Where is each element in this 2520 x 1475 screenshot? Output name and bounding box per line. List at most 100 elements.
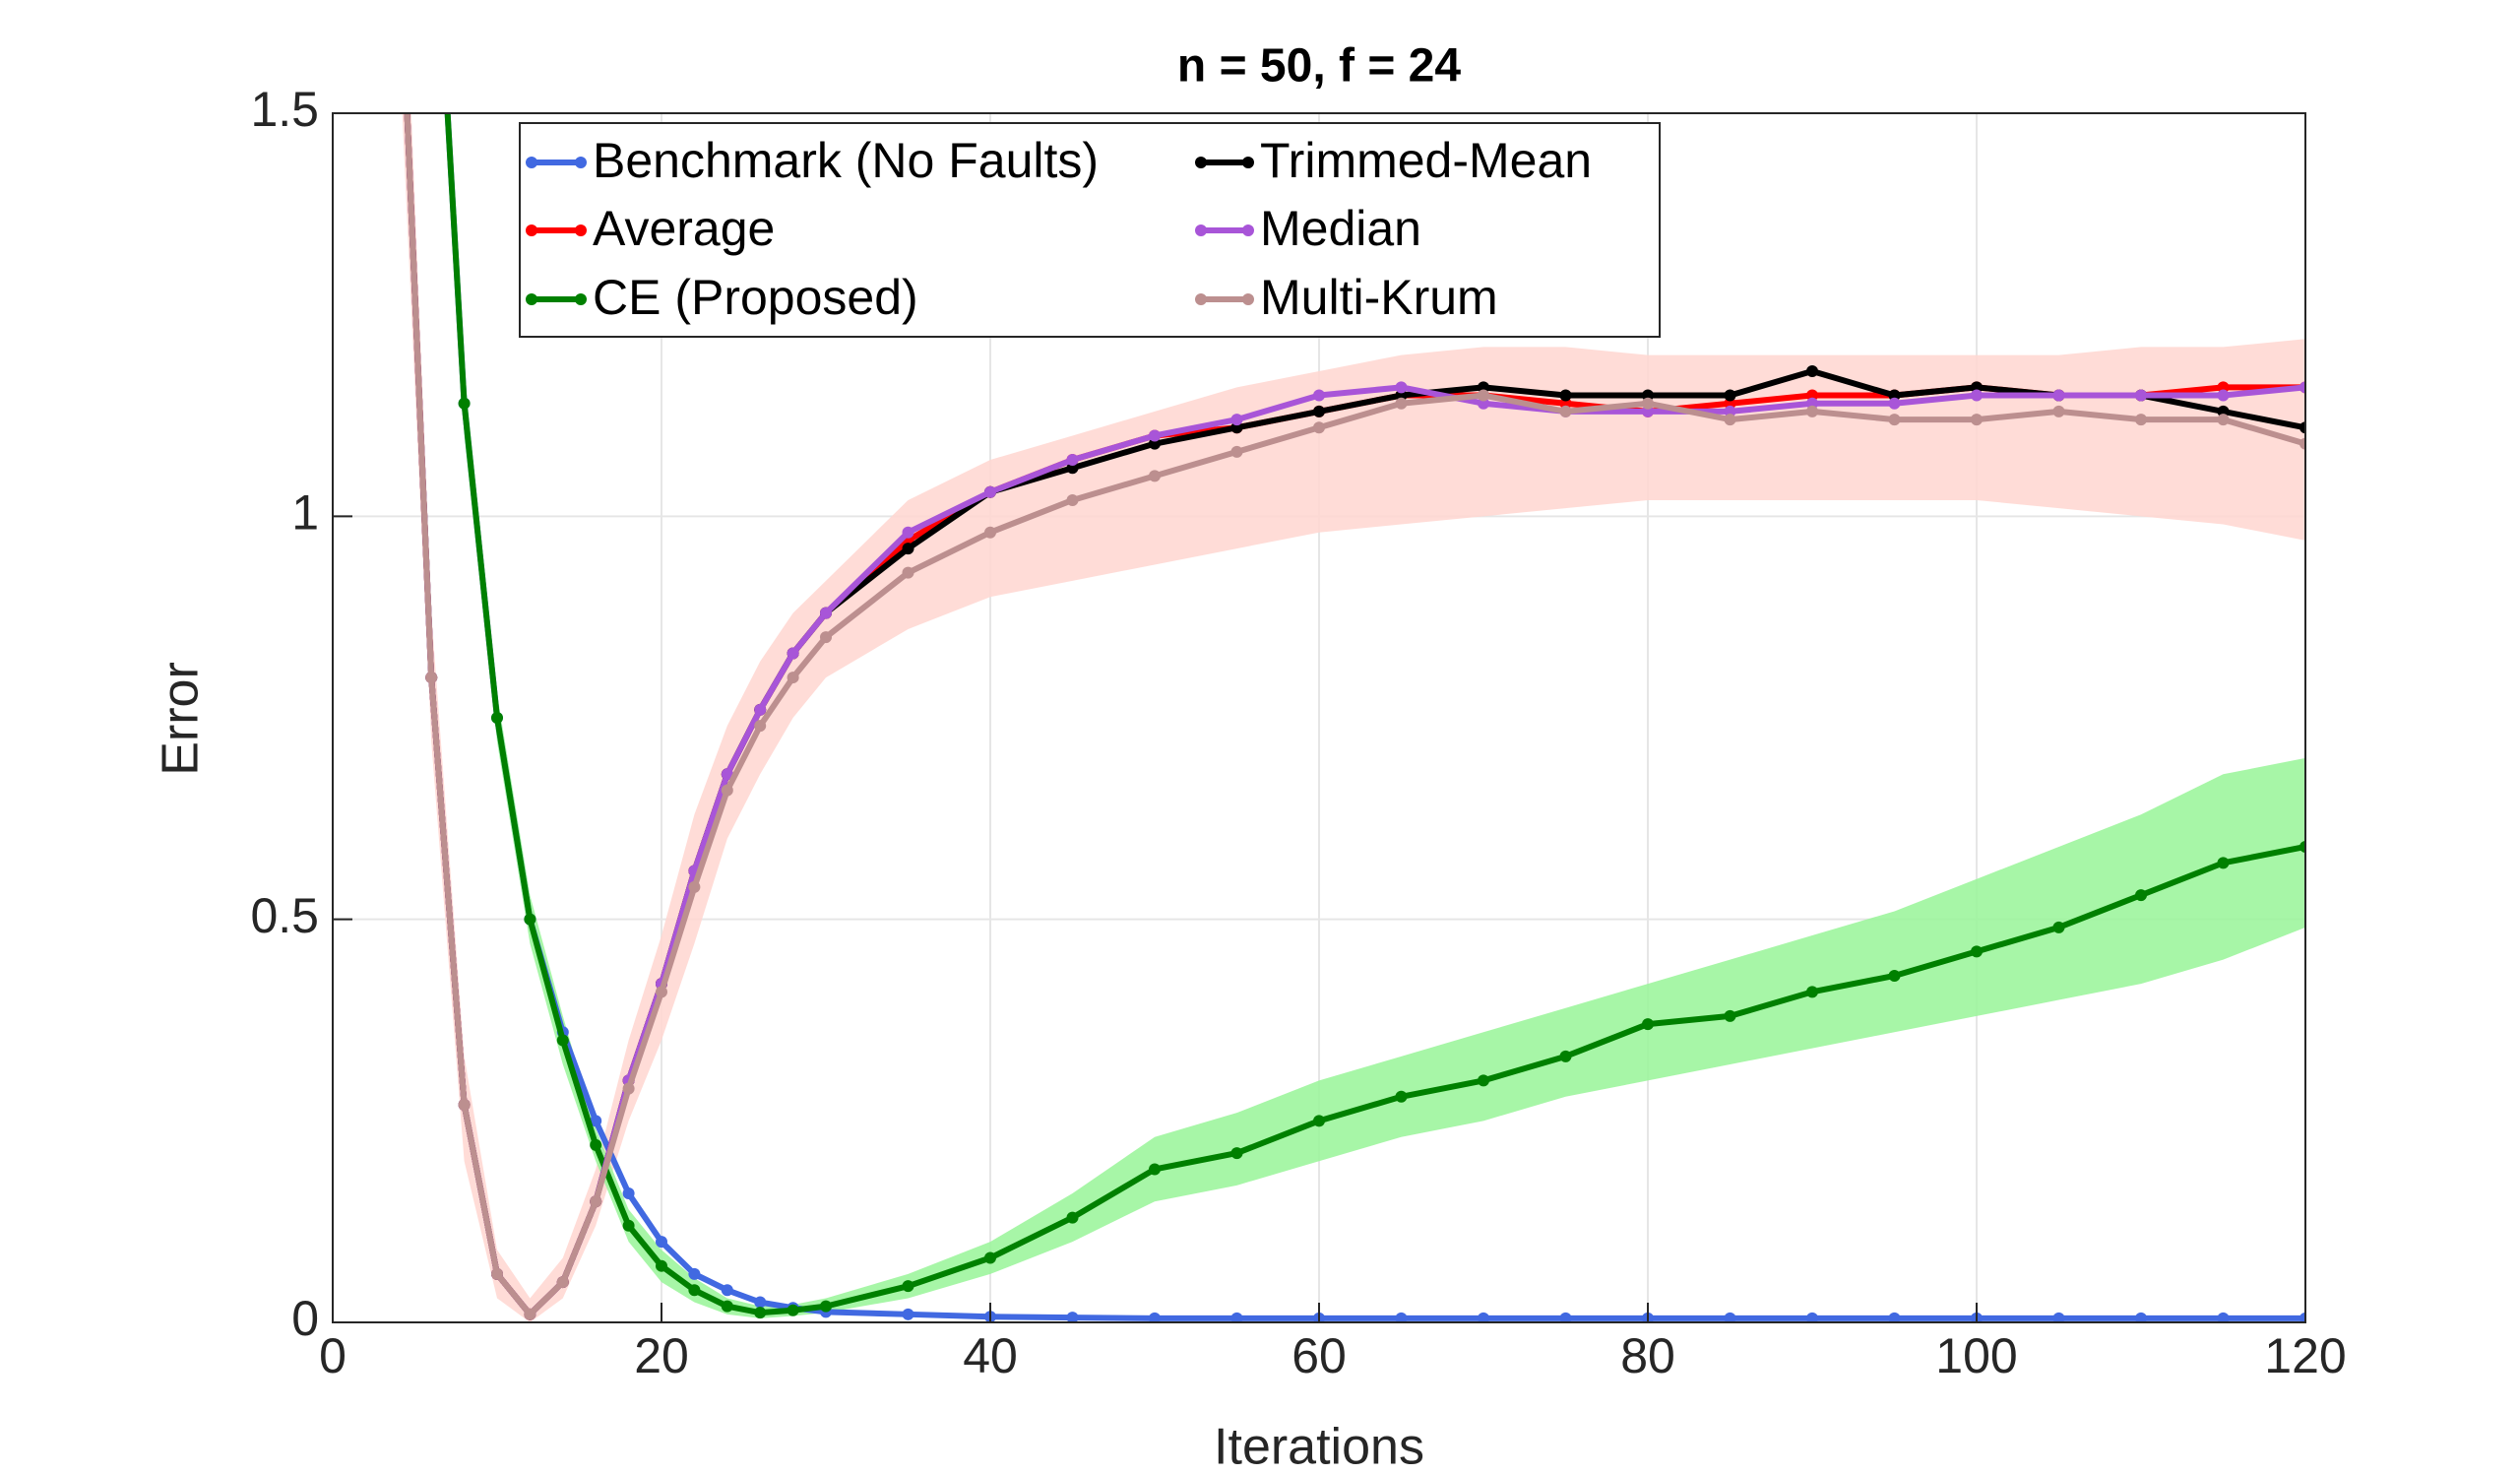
point-marker (1313, 1115, 1325, 1127)
point-marker (1971, 389, 1983, 402)
point-marker (787, 1304, 799, 1316)
point-marker (1559, 389, 1572, 402)
legend-marker (1242, 224, 1254, 236)
legend-label: CE (Proposed) (593, 270, 918, 325)
x-tick-label: 40 (963, 1328, 1018, 1383)
point-marker (1724, 1009, 1736, 1022)
chart-title: n = 50, f = 24 (1177, 40, 1461, 93)
point-marker (1230, 1147, 1243, 1160)
x-tick-label: 100 (1935, 1328, 2017, 1383)
point-marker (1149, 470, 1161, 482)
legend: Benchmark (No Faults) Average CE (Proposed… (519, 122, 1661, 338)
point-marker (1230, 1312, 1243, 1322)
point-marker (1724, 414, 1736, 426)
point-marker (1313, 405, 1325, 417)
point-marker (622, 1219, 635, 1232)
point-marker (721, 1284, 733, 1297)
point-marker (2052, 389, 2065, 402)
point-marker (1395, 381, 1408, 394)
legend-label: Median (1260, 201, 1421, 256)
point-marker (754, 1296, 767, 1309)
point-marker (491, 712, 503, 724)
point-marker (688, 1284, 701, 1297)
legend-marker (526, 157, 537, 168)
point-marker (2052, 405, 2065, 417)
point-marker (2300, 421, 2305, 434)
point-marker (1066, 493, 1079, 506)
x-tick-label: 80 (1620, 1328, 1675, 1383)
point-marker (2300, 840, 2305, 853)
point-marker (1066, 1312, 1079, 1322)
point-marker (1066, 454, 1079, 467)
point-marker (1888, 969, 1901, 982)
x-axis-label: Iterations (1214, 1419, 1424, 1475)
series-line (444, 113, 2305, 1321)
point-marker (2135, 414, 2147, 426)
point-marker (1395, 397, 1408, 410)
point-marker (1642, 397, 1654, 410)
legend-marker (1195, 224, 1207, 236)
legend-label: Benchmark (No Faults) (593, 133, 1099, 188)
point-marker (1806, 364, 1818, 377)
point-marker (721, 1300, 733, 1313)
point-marker (1806, 1312, 1818, 1322)
point-marker (590, 1195, 602, 1208)
point-marker (902, 1280, 914, 1293)
point-marker (425, 672, 438, 684)
y-axis-label: Error (153, 662, 210, 776)
point-marker (2300, 437, 2305, 450)
point-marker (787, 672, 799, 684)
point-marker (1724, 1312, 1736, 1322)
point-marker (1149, 1312, 1161, 1322)
point-marker (2052, 921, 2065, 933)
x-tick-label: 20 (634, 1328, 689, 1383)
point-marker (754, 1307, 767, 1319)
legend-marker (526, 293, 537, 305)
point-marker (1971, 945, 1983, 958)
error-band (445, 113, 2305, 1318)
y-tick-label: 1.5 (250, 82, 319, 137)
point-marker (721, 784, 733, 797)
series-line (444, 113, 2305, 1316)
point-marker (902, 566, 914, 579)
point-marker (1971, 414, 1983, 426)
legend-label: Multi-Krum (1260, 270, 1498, 325)
point-marker (820, 607, 832, 619)
point-marker (1888, 397, 1901, 410)
point-marker (1313, 421, 1325, 434)
point-marker (1888, 414, 1901, 426)
series-line (404, 113, 2305, 1317)
point-marker (1559, 1312, 1572, 1322)
y-tick-label: 0 (291, 1291, 319, 1346)
point-marker (1313, 389, 1325, 402)
point-marker (524, 1308, 536, 1320)
point-marker (491, 1267, 503, 1280)
point-marker (984, 485, 996, 498)
point-marker (2217, 414, 2230, 426)
point-marker (688, 880, 701, 893)
legend-marker (575, 293, 587, 305)
point-marker (984, 526, 996, 539)
point-marker (754, 720, 767, 733)
point-marker (1559, 1050, 1572, 1062)
point-marker (556, 1276, 569, 1289)
point-marker (2135, 889, 2147, 902)
point-marker (1806, 405, 1818, 417)
point-marker (1806, 986, 1818, 998)
point-marker (458, 1098, 471, 1111)
point-marker (820, 631, 832, 644)
point-marker (1230, 414, 1243, 426)
legend-label: Average (593, 201, 775, 256)
y-tick-label: 0.5 (250, 888, 319, 943)
legend-marker (575, 157, 587, 168)
point-marker (622, 1187, 635, 1200)
point-marker (2217, 857, 2230, 869)
legend-box (519, 122, 1661, 338)
point-marker (1149, 1163, 1161, 1176)
point-marker (787, 647, 799, 660)
point-marker (2217, 1312, 2230, 1322)
x-tick-label: 120 (2264, 1328, 2346, 1383)
x-tick-label: 60 (1292, 1328, 1347, 1383)
point-marker (1888, 1312, 1901, 1322)
